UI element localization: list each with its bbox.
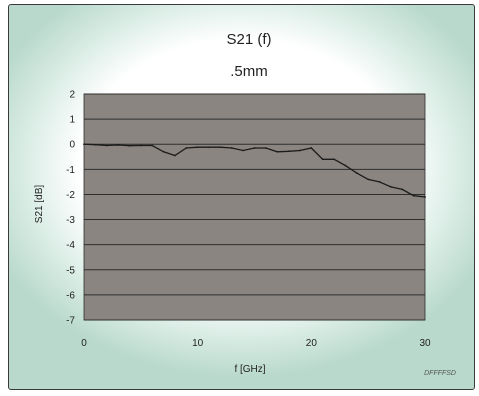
data-point bbox=[367, 178, 370, 181]
data-point bbox=[242, 149, 245, 152]
data-point bbox=[174, 154, 176, 157]
y-tick-label: 0 bbox=[69, 140, 75, 151]
y-tick-label: -7 bbox=[66, 316, 75, 327]
data-point bbox=[390, 186, 392, 188]
x-tick-label: 20 bbox=[306, 338, 318, 349]
chart-footnote: DFFFFSD bbox=[424, 370, 456, 377]
y-tick-label: -3 bbox=[66, 215, 75, 226]
data-point bbox=[162, 150, 165, 153]
x-tick-label: 0 bbox=[81, 338, 87, 349]
data-point bbox=[253, 147, 256, 149]
data-point bbox=[299, 149, 301, 152]
data-point bbox=[219, 146, 222, 149]
data-point bbox=[94, 143, 97, 146]
data-point bbox=[185, 147, 188, 149]
data-point bbox=[196, 146, 199, 149]
data-point bbox=[117, 144, 119, 146]
data-point bbox=[276, 150, 279, 153]
plot-area bbox=[83, 93, 426, 321]
data-point bbox=[139, 144, 142, 147]
data-point bbox=[333, 158, 335, 161]
data-point bbox=[264, 147, 267, 149]
x-tick-labels: 0 10 20 30 bbox=[81, 338, 431, 349]
data-point bbox=[208, 146, 210, 149]
data-point bbox=[424, 196, 426, 198]
chart-title: S21 (f) bbox=[226, 31, 271, 48]
data-point bbox=[128, 144, 131, 147]
y-axis-label: S21 [dB] bbox=[34, 185, 45, 224]
chart-subtitle: .5mm bbox=[230, 63, 268, 80]
y-tick-label: -4 bbox=[66, 240, 75, 251]
x-tick-label: 30 bbox=[419, 338, 431, 349]
data-point bbox=[378, 180, 381, 183]
data-point bbox=[412, 194, 415, 197]
data-point bbox=[287, 150, 290, 153]
y-tick-label: -2 bbox=[66, 190, 75, 201]
y-tick-label: -5 bbox=[66, 265, 75, 276]
y-tick-label: -6 bbox=[66, 290, 75, 301]
data-point bbox=[105, 144, 108, 147]
y-tick-labels: 2 1 0 -1 -2 -3 -4 -5 -6 -7 bbox=[66, 90, 75, 327]
x-axis-label: f [GHz] bbox=[234, 364, 265, 375]
y-tick-label: -1 bbox=[66, 165, 75, 176]
x-tick-label: 10 bbox=[192, 338, 204, 349]
data-point bbox=[83, 143, 85, 146]
y-tick-label: 2 bbox=[69, 90, 75, 101]
data-point bbox=[321, 158, 324, 161]
data-points bbox=[83, 143, 426, 198]
data-point bbox=[401, 188, 404, 191]
data-point bbox=[151, 144, 154, 147]
data-point bbox=[355, 172, 358, 175]
y-tick-label: 1 bbox=[69, 115, 75, 126]
data-point bbox=[230, 147, 233, 149]
data-point bbox=[310, 147, 313, 149]
grid-lines bbox=[84, 93, 425, 321]
data-point bbox=[344, 164, 347, 167]
